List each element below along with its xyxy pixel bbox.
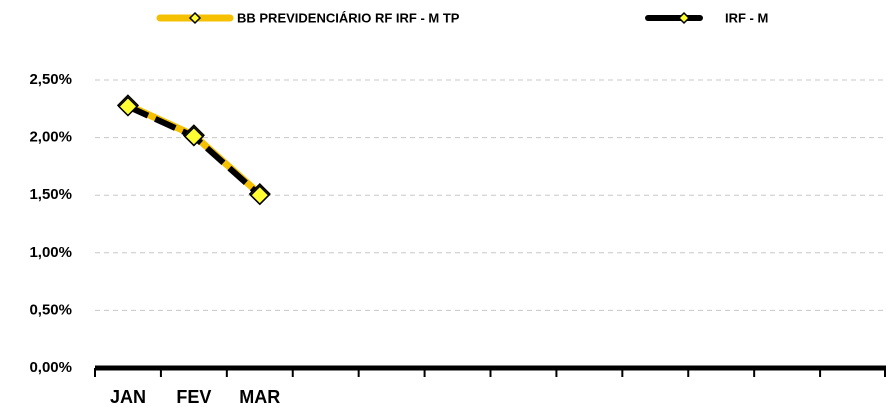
marker	[183, 126, 204, 147]
y-tick-label: 0,00%	[29, 359, 72, 376]
y-tick-label: 1,50%	[29, 186, 72, 203]
x-tick-label: FEV	[176, 387, 211, 407]
marker	[249, 185, 270, 206]
marker	[117, 96, 139, 117]
y-tick-label: 1,00%	[29, 244, 72, 261]
y-tick-label: 2,50%	[29, 71, 72, 88]
legend-marker	[677, 11, 691, 25]
legend-marker	[188, 11, 202, 25]
y-tick-label: 2,00%	[29, 129, 72, 146]
series-line	[126, 103, 262, 198]
y-tick-label: 0,50%	[29, 301, 72, 318]
legend-label: BB PREVIDENCIÁRIO RF IRF - M TP	[237, 10, 460, 25]
x-tick-label: JAN	[110, 387, 146, 407]
legend-label: IRF - M	[725, 10, 768, 25]
x-tick-label: MAR	[239, 387, 280, 407]
